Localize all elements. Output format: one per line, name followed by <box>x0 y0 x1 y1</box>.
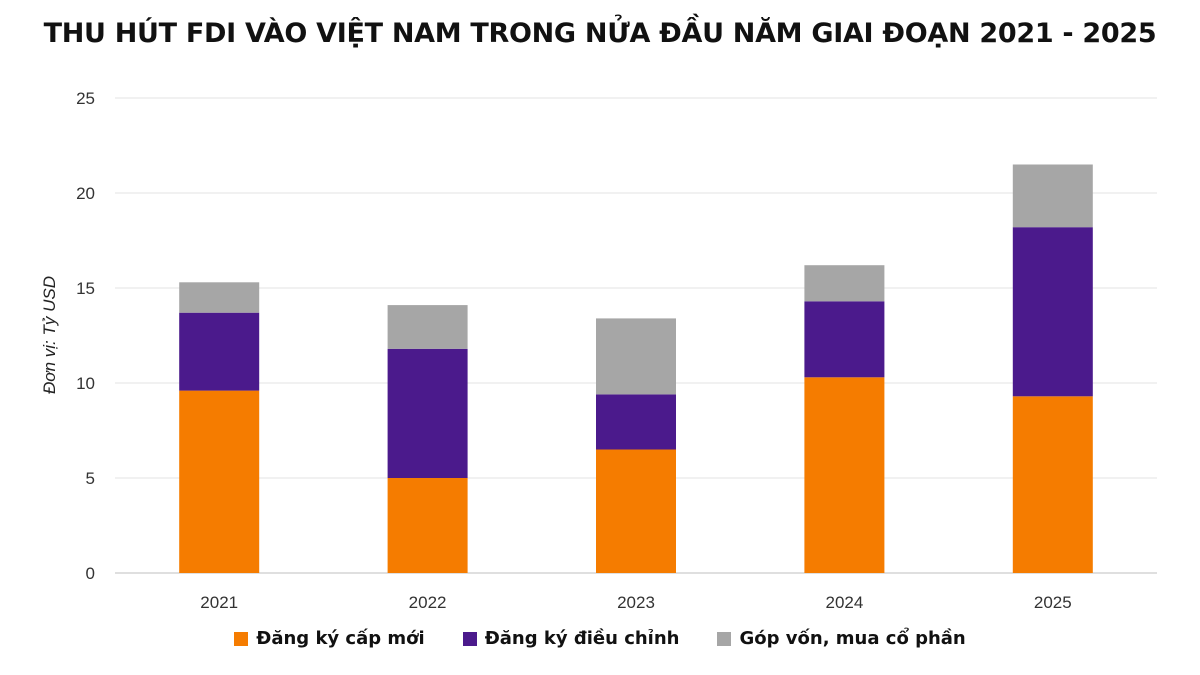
bar-segment-2023-series-2 <box>596 318 676 395</box>
x-tick-label: 2022 <box>409 593 447 612</box>
chart-title: THU HÚT FDI VÀO VIỆT NAM TRONG NỬA ĐẦU N… <box>43 18 1157 49</box>
y-tick-label: 5 <box>86 469 95 488</box>
legend-label: Đăng ký điều chỉnh <box>484 628 680 649</box>
bar-segment-2025-series-1 <box>1012 227 1093 397</box>
bar-segment-2022-series-2 <box>387 305 468 349</box>
bar-segment-2025-series-2 <box>1012 164 1093 228</box>
legend-swatch <box>234 631 249 646</box>
y-tick-label: 15 <box>76 279 95 298</box>
bar-segment-2022-series-1 <box>387 348 468 478</box>
legend-item-adjusted-registration: Đăng ký điều chỉnh <box>462 628 680 649</box>
bar-segment-2024-series-0 <box>804 377 885 573</box>
y-tick-label: 20 <box>76 184 95 203</box>
bar-segment-2024-series-1 <box>804 301 885 378</box>
x-tick-label: 2021 <box>200 593 238 612</box>
y-axis-label: Đơn vị: Tỷ USD <box>40 276 59 394</box>
legend-swatch <box>717 631 732 646</box>
legend-label: Đăng ký cấp mới <box>256 628 425 649</box>
bar-segment-2021-series-2 <box>179 282 260 313</box>
bar-segment-2023-series-0 <box>596 449 676 573</box>
bar-segment-2025-series-0 <box>1012 396 1093 573</box>
legend-item-new-registration: Đăng ký cấp mới <box>234 628 425 649</box>
bar-segment-2024-series-2 <box>804 265 885 302</box>
legend-label: Góp vốn, mua cổ phần <box>739 628 966 649</box>
bar-segment-2021-series-1 <box>179 312 260 391</box>
bar-segment-2021-series-0 <box>179 390 260 573</box>
x-axis-ticks: 2021 2022 2023 2024 2025 <box>200 593 1071 612</box>
bar-segment-2023-series-1 <box>596 394 676 450</box>
legend: Đăng ký cấp mới Đăng ký điều chỉnh Góp v… <box>0 628 1200 649</box>
x-tick-label: 2024 <box>825 593 863 612</box>
legend-swatch <box>462 631 477 646</box>
legend-item-capital-contribution: Góp vốn, mua cổ phần <box>717 628 966 649</box>
y-tick-label: 10 <box>76 374 95 393</box>
x-tick-label: 2025 <box>1034 593 1072 612</box>
x-tick-label: 2023 <box>617 593 655 612</box>
y-tick-label: 25 <box>76 89 95 108</box>
bars <box>179 164 1093 573</box>
y-axis-ticks: 0 5 10 15 20 25 <box>76 89 95 583</box>
bar-segment-2022-series-0 <box>387 478 468 573</box>
y-tick-label: 0 <box>86 564 95 583</box>
